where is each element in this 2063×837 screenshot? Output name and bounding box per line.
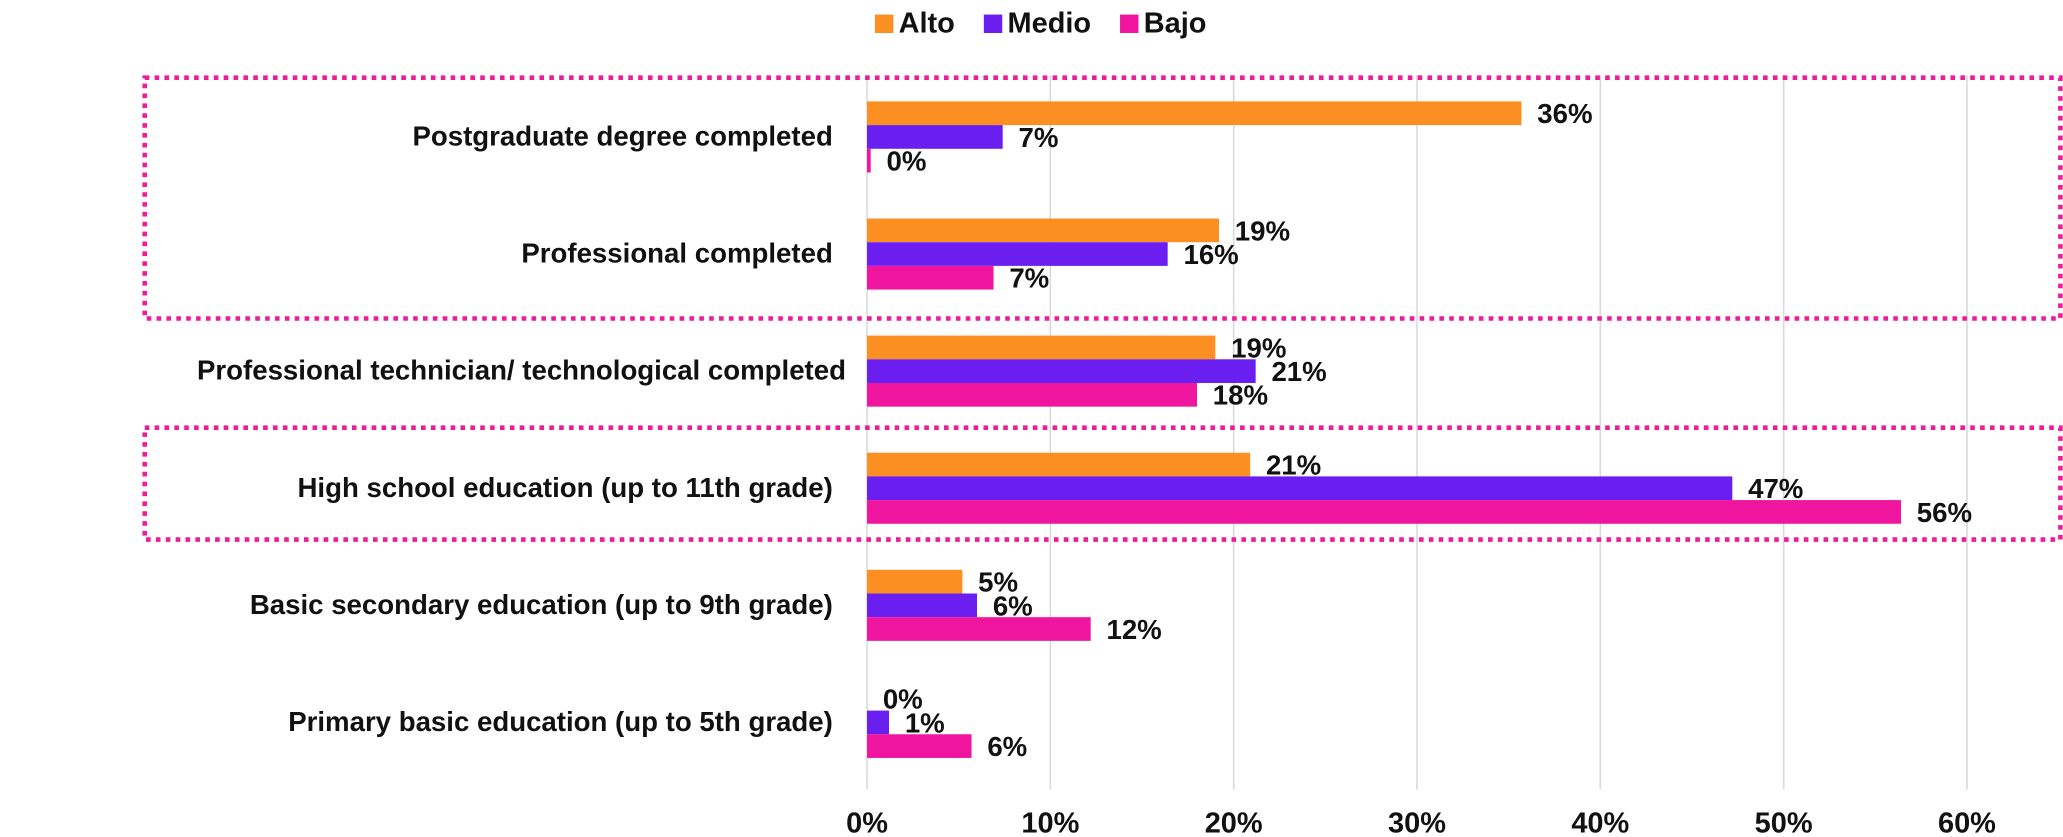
bar — [867, 242, 1168, 266]
legend-label: Alto — [899, 8, 955, 40]
data-label: 16% — [1183, 239, 1238, 270]
data-label: 21% — [1271, 356, 1326, 387]
bar — [867, 125, 1003, 149]
bar — [867, 382, 1198, 407]
data-label: 0% — [883, 684, 923, 715]
x-tick-label: 50% — [1755, 808, 1813, 837]
bar — [867, 218, 1220, 243]
data-label: 56% — [1917, 497, 1972, 528]
legend-swatch — [874, 14, 894, 34]
legend-swatch — [1120, 14, 1139, 34]
x-tick-label: 60% — [1938, 808, 1996, 837]
bar — [867, 265, 994, 290]
bar — [867, 452, 1251, 477]
data-label: 6% — [987, 731, 1027, 762]
bar — [867, 359, 1256, 383]
highlight-box — [142, 75, 2063, 321]
legend-swatch — [983, 14, 1003, 34]
bar — [867, 101, 1522, 126]
data-label: 6% — [993, 590, 1033, 621]
category-label: Primary basic education (up to 5th grade… — [288, 706, 833, 737]
data-label: 12% — [1106, 614, 1161, 645]
x-tick-label: 20% — [1205, 808, 1263, 837]
x-tick-label: 40% — [1571, 808, 1629, 837]
data-label: 1% — [905, 707, 945, 738]
data-label: 5% — [978, 567, 1018, 598]
bar — [867, 734, 972, 758]
category-label: Postgraduate degree completed — [412, 121, 832, 152]
data-label: 21% — [1266, 449, 1321, 480]
data-label: 47% — [1748, 473, 1803, 504]
data-label: 0% — [886, 146, 926, 177]
legend-label: Medio — [1008, 8, 1092, 40]
category-label: Professional completed — [521, 238, 832, 269]
bar — [867, 335, 1216, 360]
category-label: Professional technician/ technological c… — [197, 355, 846, 386]
highlight-box — [142, 425, 2063, 542]
bar — [867, 476, 1733, 501]
category-label: High school education (up to 11th grade) — [297, 472, 832, 503]
bar — [867, 500, 1901, 524]
data-label: 7% — [1009, 263, 1049, 294]
bar — [867, 617, 1091, 641]
bar — [867, 569, 963, 594]
data-label: 18% — [1213, 380, 1268, 411]
data-label: 36% — [1537, 98, 1592, 129]
x-tick-label: 0% — [846, 808, 888, 837]
bar — [867, 710, 890, 735]
bar — [867, 148, 871, 173]
category-label: Basic secondary education (up to 9th gra… — [250, 589, 833, 620]
legend-label: Bajo — [1144, 8, 1207, 40]
data-label: 7% — [1018, 122, 1058, 153]
x-tick-label: 10% — [1021, 808, 1079, 837]
x-tick-label: 30% — [1388, 808, 1446, 837]
data-label: 19% — [1235, 215, 1290, 246]
data-label: 19% — [1231, 332, 1286, 363]
bar — [867, 593, 978, 618]
